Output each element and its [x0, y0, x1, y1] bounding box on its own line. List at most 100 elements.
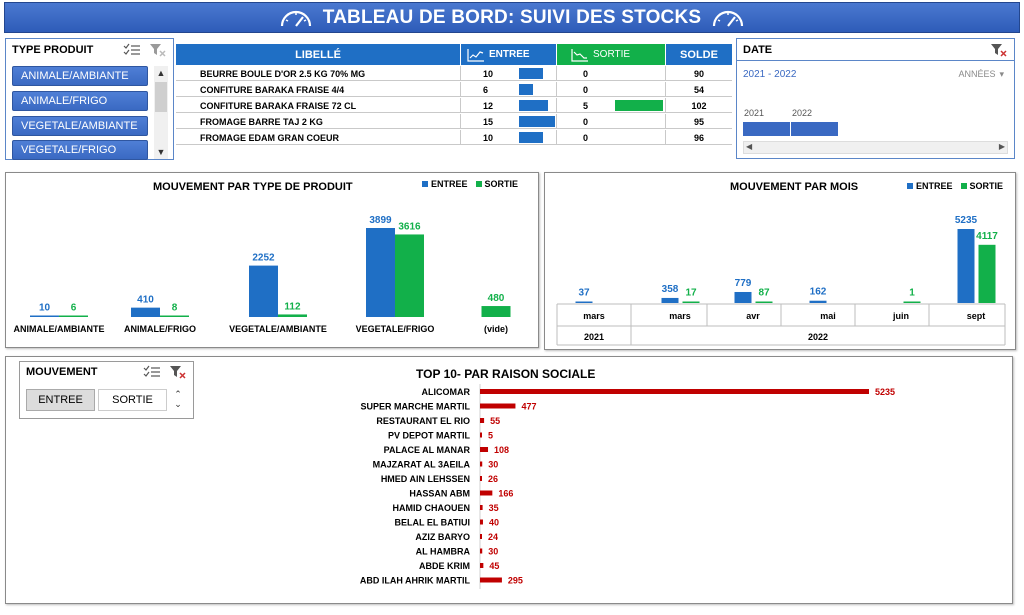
y-tick-label: HASSAN ABM: [409, 489, 470, 499]
data-label: 17: [685, 288, 697, 299]
legend-swatch-entree: [422, 181, 428, 187]
gauge-icon: [713, 10, 744, 27]
line-chart-icon: [467, 48, 484, 62]
entree-data-bar: [519, 132, 543, 143]
cell-entree: 10: [461, 130, 557, 145]
bar-entree: [575, 301, 593, 303]
entree-data-bar: [519, 100, 548, 111]
cell-sortie-value: 0: [583, 68, 589, 79]
date-level-dropdown[interactable]: ANNÉES ▾: [958, 69, 1004, 79]
date-slicer: DATE 2021 - 2022 ANNÉES ▾ 2021 2022 ◀ ▶: [736, 38, 1015, 159]
slicer-item-sortie[interactable]: SORTIE: [98, 389, 167, 411]
timeline-scrollbar[interactable]: ◀ ▶: [743, 141, 1008, 154]
slicer-item-vegetale-ambiante[interactable]: VEGETALE/AMBIANTE: [12, 116, 148, 136]
scroll-left-icon[interactable]: ◀: [746, 142, 753, 151]
timeline-year-label: 2022: [792, 108, 813, 118]
chart-legend: ENTREE SORTIE: [422, 179, 518, 189]
data-label: 10: [39, 303, 51, 314]
chevron-down-icon: ▾: [999, 69, 1004, 79]
entree-data-bar: [519, 84, 534, 95]
bar-raison-sociale: [480, 461, 483, 467]
cell-sortie-value: 0: [583, 132, 589, 143]
data-label: 30: [488, 547, 498, 557]
cell-sortie: 0: [557, 114, 666, 129]
y-tick-label: HMED AIN LEHSSEN: [381, 474, 470, 484]
data-label: 1: [909, 288, 915, 299]
slicer-scrollbar[interactable]: ⌃ ⌄: [172, 389, 184, 411]
data-label: 6: [71, 303, 77, 314]
clear-filter-icon[interactable]: [149, 43, 167, 57]
chart-title: MOUVEMENT PAR TYPE DE PRODUIT: [153, 181, 353, 193]
bar-entree: [734, 291, 752, 303]
cell-libelle: CONFITURE BARAKA FRAISE 4/4: [176, 82, 461, 97]
bar-sortie: [160, 315, 189, 317]
col-sortie[interactable]: SORTIE: [557, 44, 666, 65]
multi-select-icon[interactable]: [143, 365, 161, 379]
scroll-down-icon[interactable]: ▼: [156, 147, 166, 157]
slicer-item-vegetale-frigo[interactable]: VEGETALE/FRIGO: [12, 140, 148, 160]
bar-chart-type-produit: ANIMALE/AMBIANTE 10 6 ANIMALE/FRIGO 410 8 VEGE…: [14, 215, 511, 334]
slicer-item-animale-frigo[interactable]: ANIMALE/FRIGO: [12, 91, 148, 111]
chart-title: TOP 10- PAR RAISON SOCIALE: [416, 367, 596, 381]
slicer-item-entree[interactable]: ENTREE: [26, 389, 95, 411]
data-label: 87: [758, 288, 770, 299]
entree-data-bar: [519, 68, 543, 79]
col-libelle[interactable]: LIBELLÉ: [176, 44, 461, 65]
cell-sortie: 5: [557, 98, 666, 113]
cell-entree-value: 15: [483, 116, 494, 127]
bar-raison-sociale: [480, 476, 482, 481]
cell-solde: 90: [693, 68, 704, 79]
stock-table: LIBELLÉ ENTREE SORTIE SOLDE BEURRE BOULE…: [176, 44, 732, 154]
slicer-scrollbar[interactable]: ▲ ▼: [154, 66, 168, 159]
table-row[interactable]: BEURRE BOULE D'OR 2.5 KG 70% MG 10 0 90: [176, 66, 732, 81]
scroll-up-icon[interactable]: ▲: [156, 68, 166, 78]
cell-entree: 6: [461, 82, 557, 97]
date-range-label: 2021 - 2022: [743, 69, 797, 80]
y-tick-label: AZIZ BARYO: [415, 532, 470, 542]
scroll-up-icon[interactable]: ⌃: [174, 389, 182, 399]
data-label: 108: [494, 445, 509, 455]
clear-filter-icon[interactable]: [990, 43, 1008, 57]
x-tick-label: juin: [892, 311, 909, 321]
data-label: 166: [498, 489, 513, 499]
col-entree[interactable]: ENTREE: [461, 44, 557, 65]
clear-filter-icon[interactable]: [169, 365, 187, 379]
scroll-right-icon[interactable]: ▶: [998, 142, 1005, 151]
table-row[interactable]: FROMAGE EDAM GRAN COEUR 10 0 96: [176, 130, 732, 145]
y-tick-label: AL HAMBRA: [416, 547, 471, 557]
legend-swatch-entree: [907, 183, 913, 189]
dashboard-header: TABLEAU DE BORD: SUIVI DES STOCKS: [4, 2, 1020, 33]
table-row[interactable]: CONFITURE BARAKA FRAISE 72 CL 12 5 102: [176, 98, 732, 113]
bar-sortie: [59, 315, 88, 317]
bar-raison-sociale: [480, 563, 484, 568]
col-solde[interactable]: SOLDE: [666, 44, 732, 65]
bar-raison-sociale: [480, 505, 483, 510]
scroll-down-icon[interactable]: ⌄: [174, 399, 182, 409]
cell-solde: 54: [693, 84, 704, 95]
slicer-title: DATE: [743, 43, 773, 56]
data-label: 8: [172, 303, 178, 314]
chart-panel-type-produit: MOUVEMENT PAR TYPE DE PRODUIT ENTREE SOR…: [5, 172, 539, 348]
slicer-item-animale-ambiante[interactable]: ANIMALE/AMBIANTE: [12, 66, 148, 86]
y-tick-label: RESTAURANT EL RIO: [376, 416, 470, 426]
y-tick-label: PALACE AL MANAR: [384, 445, 471, 455]
bar-entree: [249, 265, 278, 317]
cell-entree: 10: [461, 66, 557, 81]
legend-swatch-sortie: [960, 183, 967, 189]
slicer-title: MOUVEMENT: [26, 366, 98, 378]
table-row[interactable]: CONFITURE BARAKA FRAISE 4/4 6 0 54: [176, 82, 732, 97]
cell-entree: 12: [461, 98, 557, 113]
scroll-thumb[interactable]: [155, 82, 167, 112]
multi-select-icon[interactable]: [123, 43, 141, 57]
timeline-bar-2021[interactable]: [743, 122, 790, 136]
bar-chart-mois: mars 37 mars 358 17 avr 779 87 mai 162 juin 1 sept 52…: [556, 215, 1006, 346]
y-tick-label: ABDE KRIM: [419, 561, 470, 571]
y-tick-label: ALICOMAR: [422, 387, 471, 397]
cell-entree-value: 6: [483, 84, 489, 95]
slicer-title: TYPE PRODUIT: [12, 44, 94, 56]
timeline-bar-2022[interactable]: [791, 122, 838, 136]
bar-raison-sociale: [480, 403, 516, 409]
bar-raison-sociale: [480, 519, 483, 525]
table-row[interactable]: FROMAGE BARRE TAJ 2 KG 15 0 95: [176, 114, 732, 129]
y-tick-label: BELAL EL BATIUI: [394, 518, 470, 528]
